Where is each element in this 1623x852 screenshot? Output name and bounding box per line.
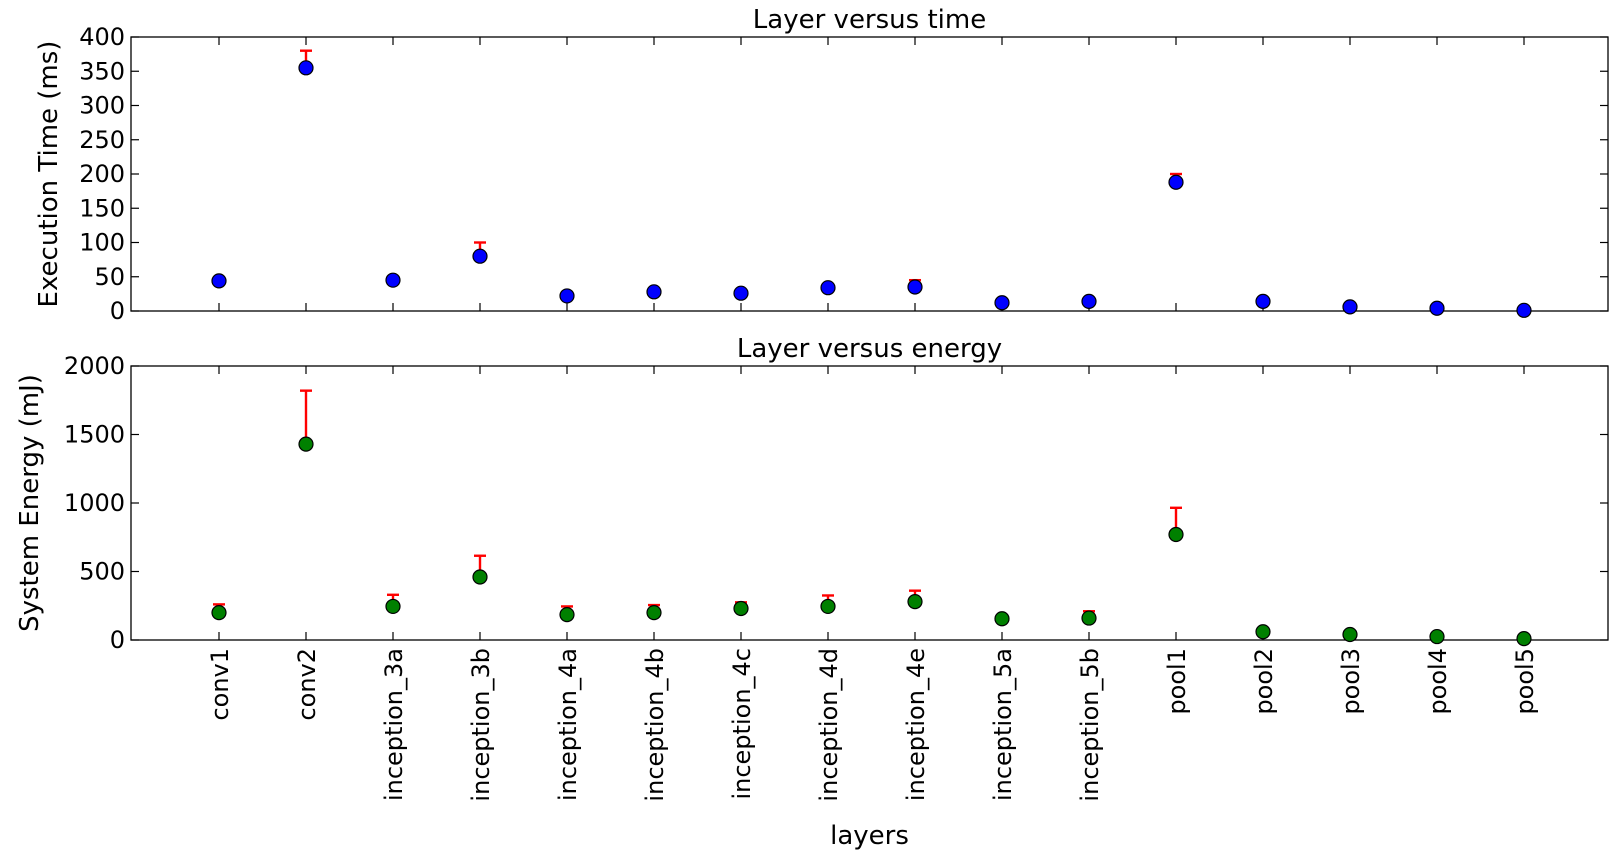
x-tick-label: pool1 [1163,648,1191,715]
y-tick-label: 0 [110,626,125,654]
x-tick-label: pool2 [1250,648,1278,715]
x-tick-label: inception_5b [1076,648,1104,802]
data-point [472,248,488,264]
y-tick-label: 500 [79,558,125,586]
y-tick-label: 300 [79,92,125,120]
y-tick-label: 250 [79,126,125,154]
x-tick-label: pool3 [1337,648,1365,715]
y-tick-label: 150 [79,194,125,222]
data-point [907,279,923,295]
data-point [559,288,575,304]
data-point [1081,610,1097,626]
x-tick-label: inception_4c [728,648,756,800]
data-point [298,60,314,76]
data-point [385,272,401,288]
data-point [994,611,1010,627]
x-tick-label: inception_3a [380,648,408,801]
data-point [1342,299,1358,315]
data-point [907,594,923,610]
y-tick-label: 0 [110,297,125,325]
chart-title-2: Layer versus energy [737,334,1002,364]
data-point [385,598,401,615]
plot-frame-1 [130,36,1609,312]
data-point [646,284,662,300]
y-tick-label: 350 [79,57,125,85]
y-tick-label: 400 [79,23,125,51]
y-tick-label: 1500 [64,421,125,449]
data-point [1255,293,1271,310]
chart-title-1: Layer versus time [753,5,986,35]
data-point [1255,624,1271,640]
y-axis-label-2: System Energy (mJ) [15,374,45,632]
y-tick-label: 50 [94,263,125,291]
data-point [1168,174,1184,190]
data-point [298,436,314,452]
data-point [733,285,749,301]
y-tick-label: 2000 [64,352,125,380]
x-tick-label: inception_4a [554,648,582,801]
x-tick-label: conv1 [206,648,234,721]
data-point [1516,302,1532,318]
y-tick-label: 200 [79,160,125,188]
data-point [211,604,227,621]
data-point [211,273,227,289]
x-tick-label: inception_4d [815,648,843,802]
data-point [820,598,836,615]
data-point [1342,626,1358,643]
x-tick-label: conv2 [293,648,321,721]
data-point [1429,300,1445,316]
x-tick-label: inception_4b [641,648,669,802]
x-tick-label: inception_3b [467,648,495,802]
data-point [1516,631,1532,647]
y-axis-label-1: Execution Time (ms) [34,41,64,308]
data-point [733,600,749,617]
data-point [646,604,662,621]
data-point [472,569,488,585]
x-tick-label: inception_5a [989,648,1017,801]
x-tick-label: pool5 [1511,648,1539,715]
data-point [559,607,575,623]
data-point [1081,293,1097,310]
x-axis-label: layers [830,821,909,851]
data-point [994,295,1010,311]
data-point [1429,628,1445,645]
data-point [1168,526,1184,543]
data-point [820,280,836,296]
x-tick-label: pool4 [1424,648,1452,715]
x-tick-label: inception_4e [902,648,930,801]
y-tick-label: 1000 [64,489,125,517]
plot-frame-2 [130,365,1609,641]
y-tick-label: 100 [79,229,125,257]
